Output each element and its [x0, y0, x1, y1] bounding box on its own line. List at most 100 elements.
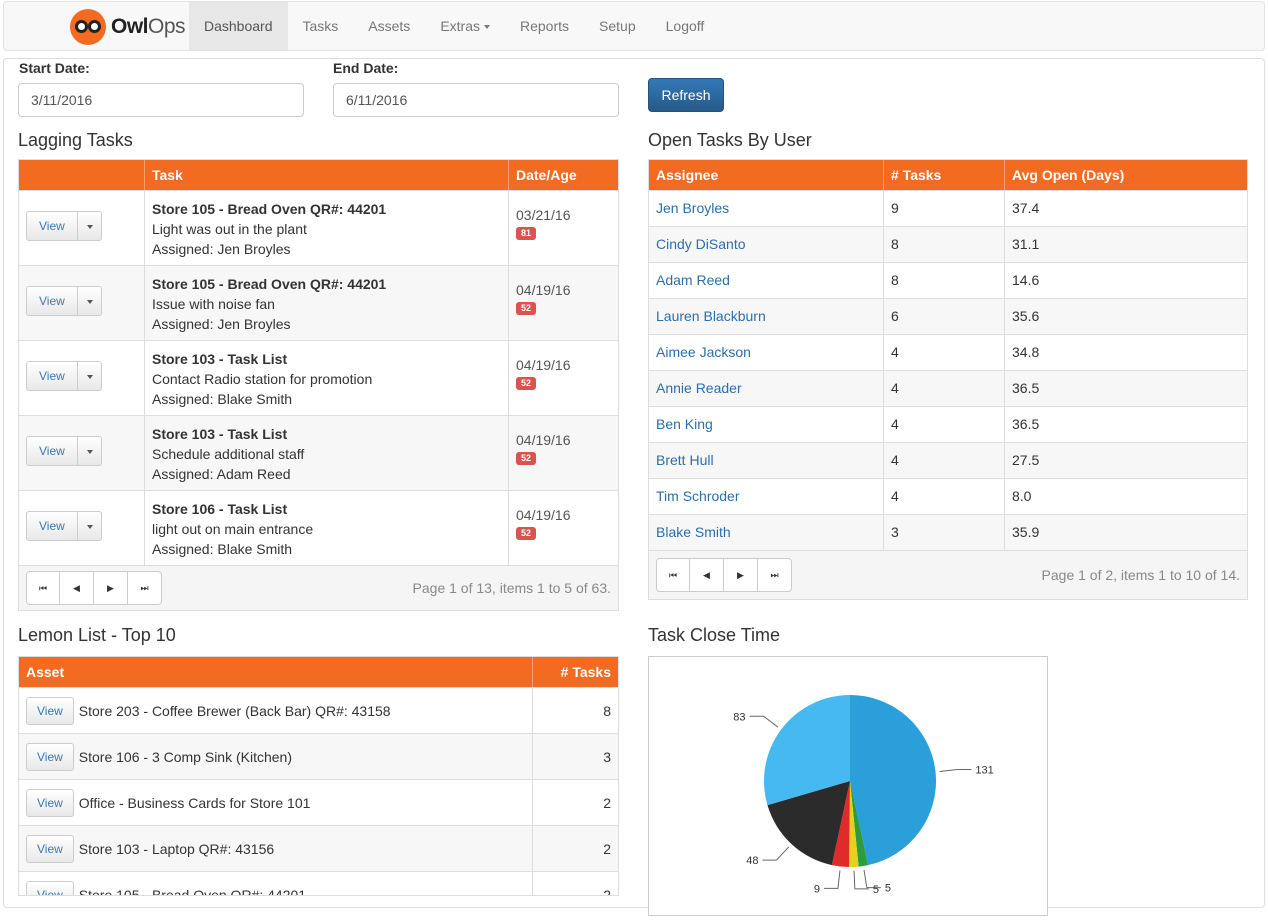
asset-task-count: 8 [603, 702, 611, 719]
view-button[interactable]: View [26, 742, 74, 771]
last-page-icon[interactable]: ⏭ [758, 558, 792, 592]
start-date-input[interactable] [18, 83, 304, 117]
view-button[interactable]: View [26, 511, 78, 541]
view-button[interactable]: View [26, 361, 78, 391]
end-date-input[interactable] [333, 83, 619, 117]
view-options-dropdown[interactable] [77, 436, 102, 466]
assignee-link[interactable]: Brett Hull [656, 452, 714, 468]
prev-page-icon[interactable]: ◀ [60, 571, 94, 605]
pie-slice[interactable] [850, 695, 937, 866]
task-assignee: Assigned: Blake Smith [152, 541, 293, 557]
col-header-task-count[interactable]: # Tasks [884, 160, 1005, 190]
age-badge: 52 [516, 452, 537, 465]
task-count: 8 [884, 227, 1005, 262]
view-button[interactable]: View [26, 696, 74, 725]
view-options-dropdown[interactable] [77, 361, 102, 391]
nav-tasks[interactable]: Tasks [302, 18, 339, 34]
pie-slice[interactable] [850, 781, 869, 867]
top-navbar: OwlOps Dashboard Tasks Assets Extras Rep… [3, 1, 1265, 51]
pie-slice[interactable] [767, 781, 850, 866]
avg-open-days: 36.5 [1012, 416, 1040, 432]
col-header-lemon-tasks[interactable]: # Tasks [560, 664, 611, 680]
next-page-icon[interactable]: ▶ [94, 571, 128, 605]
chevron-down-icon [86, 525, 93, 529]
owl-icon [70, 9, 106, 45]
lagging-tasks-grid: Task Date/Age View Store 105 - Bread Oven… [18, 159, 619, 611]
col-header-assignee[interactable]: Assignee [649, 160, 884, 190]
assignee-link[interactable]: Ben King [656, 416, 713, 432]
assignee-link[interactable]: Aimee Jackson [656, 344, 751, 360]
chevron-down-icon [86, 300, 93, 304]
assignee-link[interactable]: Tim Schroder [656, 488, 740, 504]
view-options-dropdown[interactable] [77, 286, 102, 316]
nav-assets[interactable]: Assets [368, 18, 411, 34]
table-row: Brett Hull 4 27.5 [649, 442, 1247, 478]
table-row: Lauren Blackburn 6 35.6 [649, 298, 1247, 334]
assignee-link[interactable]: Lauren Blackburn [656, 308, 766, 324]
brand-logo[interactable]: OwlOps [70, 9, 186, 45]
assignee-link[interactable]: Jen Broyles [656, 200, 730, 216]
task-date: 04/19/16 [516, 432, 571, 448]
task-count: 9 [884, 191, 1005, 226]
view-button[interactable]: View [26, 436, 78, 466]
nav-setup[interactable]: Setup [599, 18, 636, 34]
asset-task-count: 3 [603, 748, 611, 765]
nav-extras-label: Extras [440, 18, 480, 34]
pie-slice[interactable] [849, 781, 859, 867]
date-age-cell: 04/19/16 52 [509, 491, 618, 565]
nav-reports[interactable]: Reports [520, 18, 570, 34]
view-options-dropdown[interactable] [77, 211, 102, 241]
pie-slice-label: 48 [746, 855, 758, 867]
main-nav: Dashboard Tasks Assets Extras Reports Se… [189, 2, 719, 50]
task-title: Store 103 - Task List [152, 351, 288, 367]
nav-extras[interactable]: Extras [425, 2, 505, 50]
pie-slice-label: 5 [885, 883, 891, 895]
view-button[interactable]: View [26, 286, 78, 316]
assignee-link[interactable]: Cindy DiSanto [656, 236, 746, 252]
task-description: Issue with noise fan [152, 296, 275, 312]
view-button[interactable]: View [26, 880, 74, 895]
pie-slice-label: 83 [733, 711, 745, 723]
task-date: 04/19/16 [516, 282, 571, 298]
assignee-link[interactable]: Blake Smith [656, 524, 731, 540]
pie-leader-line [762, 846, 790, 861]
age-badge: 52 [516, 527, 537, 540]
nav-logoff[interactable]: Logoff [665, 18, 705, 34]
prev-page-icon[interactable]: ◀ [690, 558, 724, 592]
first-page-icon[interactable]: ⏮ [656, 558, 690, 592]
col-header-avg-open[interactable]: Avg Open (Days) [1012, 167, 1125, 183]
col-header-actions [19, 160, 145, 190]
view-button[interactable]: View [26, 834, 74, 863]
avg-open-days: 36.5 [1012, 380, 1040, 396]
table-row: Tim Schroder 4 8.0 [649, 478, 1247, 514]
asset-name: Store 105 - Bread Oven QR#: 44201 [78, 886, 307, 896]
open-tasks-grid: Assignee # Tasks Avg Open (Days) Jen Bro… [648, 159, 1248, 600]
table-row: Ben King 4 36.5 [649, 406, 1247, 442]
asset-task-count: 2 [603, 794, 611, 811]
nav-dashboard[interactable]: Dashboard [189, 2, 288, 50]
asset-name: Store 106 - 3 Comp Sink (Kitchen) [78, 748, 293, 765]
table-row: View Store 106 - 3 Comp Sink (Kitchen) 3 [19, 733, 618, 780]
pie-slice[interactable] [764, 695, 850, 806]
task-cell: Store 103 - Task List Schedule additional… [145, 416, 509, 490]
col-header-date-age[interactable]: Date/Age [516, 167, 577, 183]
col-header-task[interactable]: Task [145, 160, 509, 190]
assignee-link[interactable]: Annie Reader [656, 380, 742, 396]
first-page-icon[interactable]: ⏮ [26, 571, 60, 605]
table-row: View Store 103 - Task List Contact Radio s… [19, 340, 618, 415]
view-options-dropdown[interactable] [77, 511, 102, 541]
col-header-asset[interactable]: Asset [19, 657, 533, 687]
assignee-link[interactable]: Adam Reed [656, 272, 730, 288]
refresh-button[interactable]: Refresh [648, 78, 724, 112]
age-badge: 52 [516, 377, 537, 390]
age-badge: 52 [516, 302, 537, 315]
next-page-icon[interactable]: ▶ [724, 558, 758, 592]
pie-slice[interactable] [831, 781, 850, 867]
brand-name-bold: Owl [111, 15, 149, 38]
view-button[interactable]: View [26, 788, 74, 817]
asset-name: Store 203 - Coffee Brewer (Back Bar) QR#… [78, 702, 391, 719]
last-page-icon[interactable]: ⏭ [128, 571, 162, 605]
task-close-time-chart: 131 5 5 9 48 83 [648, 656, 1048, 916]
view-button[interactable]: View [26, 211, 78, 241]
task-cell: Store 105 - Bread Oven QR#: 44201 Light w… [145, 191, 509, 265]
